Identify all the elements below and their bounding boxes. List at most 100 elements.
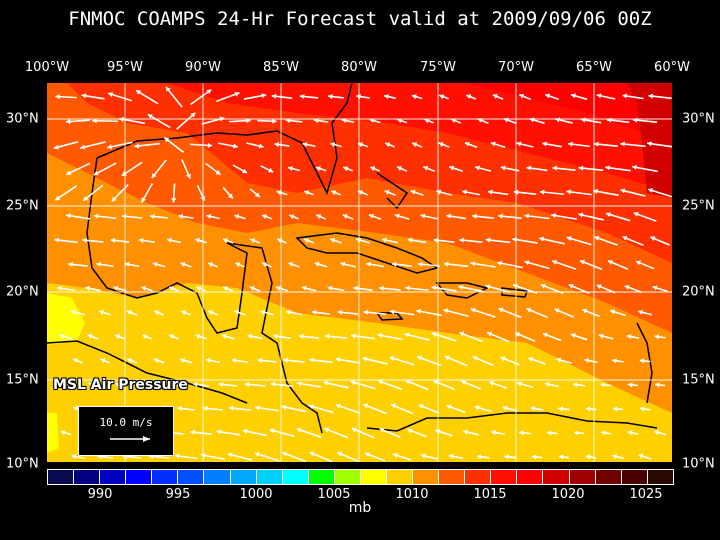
wind-arrow	[327, 285, 345, 292]
wind-arrow	[335, 403, 361, 415]
colorbar-swatch	[100, 470, 126, 484]
wind-arrow	[152, 261, 166, 268]
wind-arrow	[289, 214, 299, 220]
wind-arrow	[261, 214, 273, 220]
wind-arrow	[516, 381, 534, 389]
colorbar-swatch	[647, 470, 673, 484]
wind-arrow	[524, 260, 550, 270]
wind-arrow	[443, 308, 469, 317]
wind-arrow	[168, 286, 180, 292]
wind-arrow	[192, 381, 210, 388]
wind-arrow	[404, 332, 430, 341]
wind-arrow	[364, 452, 386, 462]
wind-arrow	[519, 430, 531, 436]
wind-arrow	[164, 137, 184, 153]
wind-arrow	[647, 188, 672, 198]
wind-arrow	[138, 237, 156, 244]
wind-arrow	[558, 406, 570, 412]
wind-arrow	[396, 118, 408, 124]
wind-arrow	[544, 381, 560, 388]
wind-arrow	[370, 166, 380, 172]
wind-arrow	[632, 117, 658, 124]
colorbar-swatch	[308, 470, 334, 484]
wind-arrow	[381, 237, 399, 244]
wind-arrow	[492, 94, 504, 100]
wind-arrow	[620, 141, 646, 148]
wind-arrow	[465, 94, 477, 100]
wind-arrow	[498, 213, 522, 219]
wind-arrow	[556, 357, 572, 364]
wind-arrow	[502, 405, 518, 412]
wind-vectors	[53, 86, 672, 462]
wind-arrow	[201, 116, 225, 125]
wind-arrow	[167, 237, 181, 244]
wind-arrow	[207, 310, 219, 316]
wind-arrow	[526, 165, 548, 172]
colorbar-swatch	[230, 470, 256, 484]
lon-label: 95°W	[107, 60, 143, 75]
wind-arrow	[627, 382, 639, 388]
wind-arrow	[309, 357, 333, 364]
wind-arrow	[93, 213, 117, 220]
wind-arrow	[579, 259, 603, 271]
wind-arrow	[227, 452, 253, 461]
wind-arrow	[540, 283, 564, 295]
wind-arrow	[384, 190, 396, 196]
wind-arrow	[463, 429, 479, 436]
wind-arrow	[650, 236, 670, 246]
wind-arrow	[234, 214, 246, 220]
wind-arrow	[88, 382, 98, 388]
wind-arrow	[568, 283, 590, 295]
wind-arrow	[444, 355, 468, 367]
wind-arrow	[110, 237, 130, 243]
wind-arrow	[596, 284, 616, 294]
wind-arrow	[328, 94, 344, 100]
wind-arrow	[436, 189, 452, 196]
wind-arrow	[126, 310, 138, 316]
wind-arrow	[458, 284, 484, 293]
lat-label: 10°N	[682, 456, 715, 472]
wind-arrow	[470, 261, 496, 268]
wind-arrow	[114, 382, 126, 388]
wind-arrow	[363, 309, 387, 315]
lat-label: 30°N	[6, 111, 39, 127]
wind-arrow	[65, 213, 91, 220]
wind-arrow	[596, 93, 616, 100]
wind-arrow	[221, 333, 235, 340]
wind-arrow	[93, 162, 117, 176]
wind-arrow	[190, 429, 212, 435]
wind-arrow	[446, 213, 466, 220]
coastlines	[47, 83, 658, 434]
wind-arrow	[68, 261, 88, 267]
wind-arrow	[142, 334, 152, 340]
wind-arrow	[203, 405, 223, 412]
wind-arrow	[205, 162, 221, 176]
wind-arrow	[384, 94, 396, 100]
wind-arrow	[165, 86, 183, 108]
wind-arrow	[218, 142, 238, 149]
colorbar	[47, 469, 674, 485]
colorbar-swatch	[256, 470, 282, 484]
wind-arrow	[648, 93, 672, 100]
wind-arrow	[622, 235, 644, 247]
lat-label: 25°N	[682, 198, 715, 214]
wind-arrow	[296, 381, 322, 388]
wind-arrow	[573, 430, 585, 436]
lat-label: 20°N	[6, 284, 39, 300]
wind-arrow	[544, 93, 560, 101]
colorbar-swatch	[282, 470, 308, 484]
wind-arrow	[504, 454, 516, 460]
wind-arrow	[189, 142, 213, 148]
wind-arrow	[581, 308, 601, 318]
colorbar-swatch	[439, 470, 465, 484]
wind-arrow	[269, 428, 295, 438]
wind-arrow	[342, 214, 354, 220]
colorbar-tick-label: 995	[165, 487, 191, 502]
wind-arrow	[585, 454, 597, 460]
wind-arrow	[431, 331, 457, 342]
wind-arrow	[356, 94, 370, 100]
wind-arrow	[311, 309, 331, 316]
wind-arrow	[309, 451, 333, 462]
wind-arrow	[194, 238, 208, 244]
lon-label: 85°W	[263, 60, 299, 75]
